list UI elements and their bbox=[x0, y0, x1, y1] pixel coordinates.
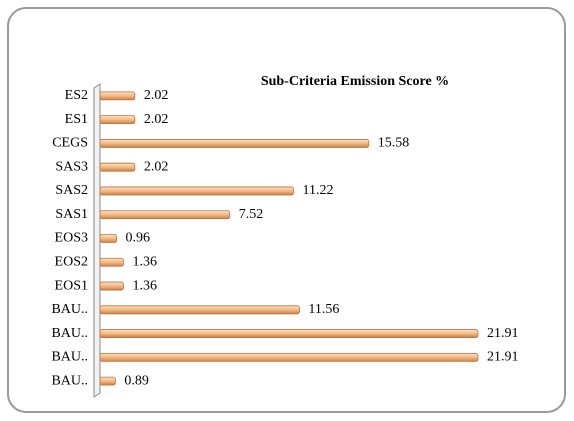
y-tick-label: SAS1 bbox=[55, 207, 88, 222]
bar bbox=[99, 139, 370, 148]
bar bbox=[99, 305, 300, 315]
data-label: 0.89 bbox=[124, 373, 149, 388]
data-label: 21.91 bbox=[487, 350, 519, 365]
data-label: 21.91 bbox=[487, 326, 519, 341]
bar bbox=[99, 91, 136, 101]
y-tick-label: ES1 bbox=[65, 112, 88, 127]
y-tick-label: EOS1 bbox=[55, 278, 88, 293]
bar bbox=[99, 376, 116, 386]
bar bbox=[99, 210, 231, 220]
y-tick-label: EOS3 bbox=[55, 231, 88, 246]
data-label: 2.02 bbox=[144, 159, 169, 174]
data-label: 2.02 bbox=[144, 112, 169, 127]
y-tick-label: SAS2 bbox=[55, 183, 88, 198]
data-label: 2.02 bbox=[144, 88, 169, 103]
chart-frame bbox=[7, 7, 566, 413]
data-label: 11.56 bbox=[308, 302, 339, 317]
data-label: 15.58 bbox=[378, 136, 410, 151]
bar bbox=[99, 257, 124, 267]
y-tick-label: ES2 bbox=[65, 88, 88, 103]
bar bbox=[99, 234, 117, 243]
data-label: 1.36 bbox=[132, 254, 157, 269]
y-tick-label: EOS2 bbox=[55, 254, 88, 269]
bar bbox=[99, 162, 136, 172]
y-tick-label: BAU.. bbox=[51, 302, 88, 317]
bar bbox=[99, 186, 294, 196]
bar bbox=[99, 329, 479, 338]
data-label: 1.36 bbox=[132, 278, 157, 293]
y-tick-label: SAS3 bbox=[55, 159, 88, 174]
bar bbox=[99, 352, 479, 362]
axis-wall bbox=[93, 83, 101, 398]
data-label: 11.22 bbox=[303, 183, 334, 198]
bar bbox=[99, 281, 124, 291]
y-tick-label: BAU.. bbox=[51, 373, 88, 388]
data-label: 7.52 bbox=[239, 207, 264, 222]
bar bbox=[99, 115, 136, 125]
y-tick-label: BAU.. bbox=[51, 350, 88, 365]
y-tick-label: CEGS bbox=[52, 136, 88, 151]
chart-title: Sub-Criteria Emission Score % bbox=[261, 74, 449, 89]
y-tick-label: BAU.. bbox=[51, 326, 88, 341]
data-label: 0.96 bbox=[126, 231, 151, 246]
